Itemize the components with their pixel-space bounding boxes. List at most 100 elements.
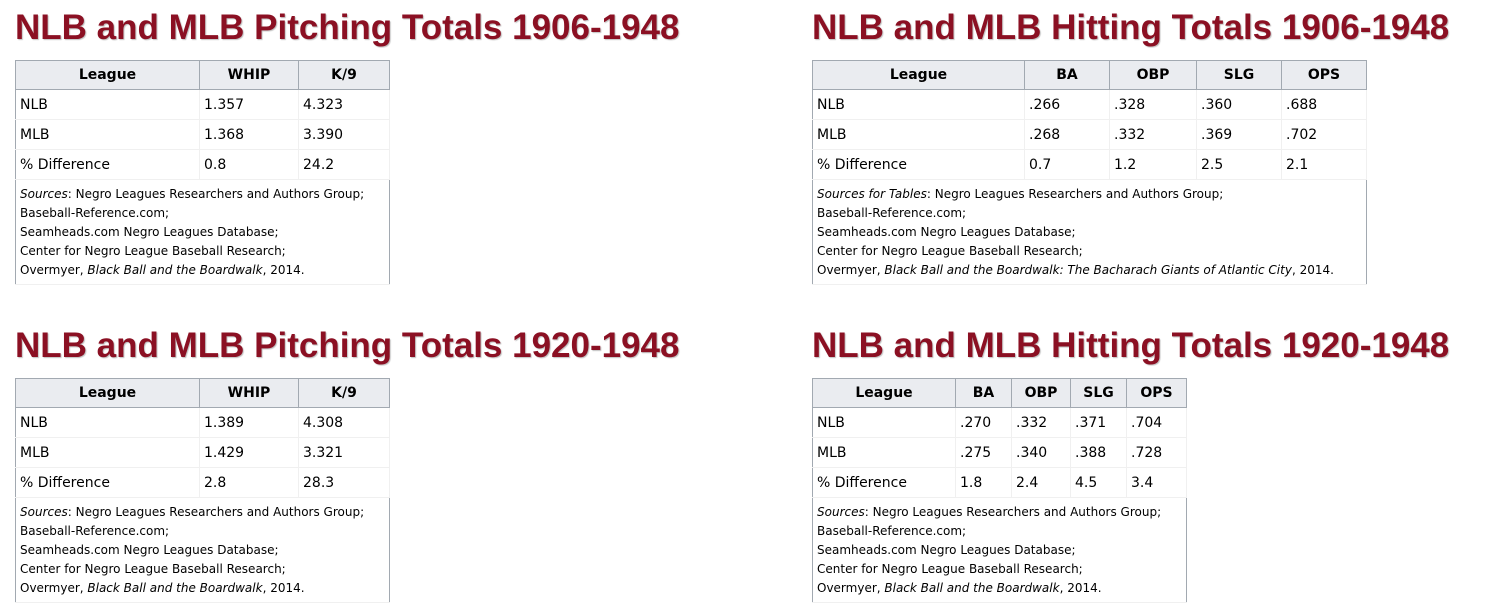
- sources-note: Sources: Negro Leagues Researchers and A…: [812, 497, 1187, 603]
- pitching-1906-table: League WHIP K/9 NLB 1.357 4.323 MLB 1.36…: [15, 60, 390, 285]
- sources-book-title: Black Ball and the Boardwalk: [87, 263, 263, 277]
- pitching-1906-section: NLB and MLB Pitching Totals 1906-1948 Le…: [15, 8, 680, 285]
- table-cell: MLB: [812, 119, 1025, 150]
- column-header: OPS: [1126, 378, 1187, 408]
- table-cell: .332: [1109, 119, 1197, 150]
- table-row: NLB .270 .332 .371 .704: [812, 407, 1187, 438]
- table-cell: MLB: [15, 437, 200, 468]
- table-cell: NLB: [812, 407, 956, 438]
- sources-book-title: Black Ball and the Boardwalk: [884, 581, 1060, 595]
- table-row: MLB 1.368 3.390: [15, 119, 390, 150]
- sources-row: Sources: Negro Leagues Researchers and A…: [15, 179, 390, 285]
- table-cell: .360: [1196, 89, 1282, 120]
- table-cell: 28.3: [298, 467, 390, 498]
- sources-line: , 2014.: [1291, 263, 1334, 277]
- table-cell: .388: [1070, 437, 1127, 468]
- sources-book-title: Black Ball and the Boardwalk: [87, 581, 263, 595]
- column-header: League: [15, 60, 200, 90]
- table-cell: .275: [955, 437, 1012, 468]
- sources-line: Seamheads.com Negro Leagues Database;: [817, 225, 1076, 239]
- sources-line: Baseball-Reference.com;: [20, 206, 170, 220]
- table-cell: 3.390: [298, 119, 390, 150]
- sources-label: Sources: [20, 187, 68, 201]
- table-cell: % Difference: [15, 467, 200, 498]
- table-cell: .704: [1126, 407, 1187, 438]
- column-header: WHIP: [199, 378, 299, 408]
- header-row: League WHIP K/9: [15, 378, 390, 408]
- table-cell: % Difference: [15, 149, 200, 180]
- table-cell: 1.368: [199, 119, 299, 150]
- section-title: NLB and MLB Pitching Totals 1906-1948: [15, 8, 680, 47]
- sources-note: Sources for Tables: Negro Leagues Resear…: [812, 179, 1367, 285]
- column-header: WHIP: [199, 60, 299, 90]
- table-cell: .688: [1281, 89, 1367, 120]
- sources-row: Sources: Negro Leagues Researchers and A…: [15, 497, 390, 603]
- table-row: NLB 1.389 4.308: [15, 407, 390, 438]
- table-cell: .369: [1196, 119, 1282, 150]
- table-cell: .728: [1126, 437, 1187, 468]
- table-cell: 24.2: [298, 149, 390, 180]
- sources-line: Baseball-Reference.com;: [20, 524, 170, 538]
- table-row: MLB 1.429 3.321: [15, 437, 390, 468]
- table-cell: 3.321: [298, 437, 390, 468]
- table-row: MLB .268 .332 .369 .702: [812, 119, 1367, 150]
- sources-line: Seamheads.com Negro Leagues Database;: [817, 543, 1076, 557]
- table-cell: % Difference: [812, 149, 1025, 180]
- sources-line: Overmyer,: [20, 581, 88, 595]
- column-header: BA: [955, 378, 1012, 408]
- table-cell: MLB: [15, 119, 200, 150]
- column-header: BA: [1024, 60, 1110, 90]
- sources-note: Sources: Negro Leagues Researchers and A…: [15, 179, 390, 285]
- table-cell: 2.5: [1196, 149, 1282, 180]
- table-row: % Difference 1.8 2.4 4.5 3.4: [812, 467, 1187, 498]
- table-row: % Difference 0.7 1.2 2.5 2.1: [812, 149, 1367, 180]
- table-cell: .328: [1109, 89, 1197, 120]
- sources-line: Seamheads.com Negro Leagues Database;: [20, 543, 279, 557]
- section-title: NLB and MLB Hitting Totals 1906-1948: [812, 8, 1450, 47]
- sources-line: , 2014.: [1059, 581, 1102, 595]
- column-header: OBP: [1011, 378, 1071, 408]
- table-cell: 2.1: [1281, 149, 1367, 180]
- column-header: SLG: [1070, 378, 1127, 408]
- table-cell: .270: [955, 407, 1012, 438]
- sources-line: , 2014.: [262, 263, 305, 277]
- table-cell: 0.8: [199, 149, 299, 180]
- table-cell: 2.4: [1011, 467, 1071, 498]
- sources-line: Baseball-Reference.com;: [817, 206, 967, 220]
- column-header: SLG: [1196, 60, 1282, 90]
- header-row: League BA OBP SLG OPS: [812, 60, 1367, 90]
- header-row: League BA OBP SLG OPS: [812, 378, 1187, 408]
- sources-row: Sources for Tables: Negro Leagues Resear…: [812, 179, 1367, 285]
- column-header: OPS: [1281, 60, 1367, 90]
- sources-row: Sources: Negro Leagues Researchers and A…: [812, 497, 1187, 603]
- table-cell: 0.7: [1024, 149, 1110, 180]
- hitting-1906-section: NLB and MLB Hitting Totals 1906-1948 Lea…: [812, 8, 1449, 285]
- sources-label: Sources: [817, 505, 865, 519]
- table-cell: MLB: [812, 437, 956, 468]
- sources-book-title: Black Ball and the Boardwalk: The Bachar…: [884, 263, 1292, 277]
- table-cell: % Difference: [812, 467, 956, 498]
- sources-note: Sources: Negro Leagues Researchers and A…: [15, 497, 390, 603]
- sources-line: Center for Negro League Baseball Researc…: [817, 244, 1083, 258]
- table-row: NLB 1.357 4.323: [15, 89, 390, 120]
- table-cell: 3.4: [1126, 467, 1187, 498]
- table-cell: 4.323: [298, 89, 390, 120]
- table-cell: .702: [1281, 119, 1367, 150]
- sources-label: Sources: [20, 505, 68, 519]
- column-header: OBP: [1109, 60, 1197, 90]
- table-row: NLB .266 .328 .360 .688: [812, 89, 1367, 120]
- table-row: % Difference 0.8 24.2: [15, 149, 390, 180]
- table-cell: NLB: [15, 407, 200, 438]
- sources-line: Center for Negro League Baseball Researc…: [817, 562, 1083, 576]
- sources-line: : Negro Leagues Researchers and Authors …: [926, 187, 1224, 201]
- table-cell: NLB: [812, 89, 1025, 120]
- column-header: League: [812, 378, 956, 408]
- header-row: League WHIP K/9: [15, 60, 390, 90]
- table-cell: .371: [1070, 407, 1127, 438]
- table-cell: 4.308: [298, 407, 390, 438]
- section-title: NLB and MLB Pitching Totals 1920-1948: [15, 326, 680, 365]
- sources-label: Sources for Tables: [817, 187, 927, 201]
- table-cell: .340: [1011, 437, 1071, 468]
- table-cell: 4.5: [1070, 467, 1127, 498]
- table-cell: 1.2: [1109, 149, 1197, 180]
